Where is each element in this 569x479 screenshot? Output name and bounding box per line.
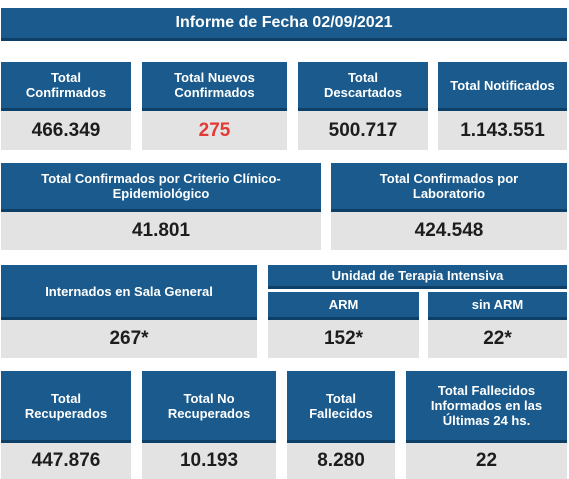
total-fallecidos-value: 8.280 — [287, 443, 395, 479]
uti-label: Unidad de Terapia Intensiva — [268, 265, 567, 289]
total-descartados-label: Total Descartados — [298, 62, 428, 111]
total-recuperados-label: Total Recuperados — [1, 371, 131, 443]
total-recuperados-value: 447.876 — [1, 443, 131, 479]
fallecidos-ultimas-24hs-value: 22 — [406, 443, 567, 479]
internados-sala-general-value: 267* — [1, 320, 257, 358]
total-no-recuperados-value: 10.193 — [142, 443, 276, 479]
sin-arm-value: 22* — [428, 320, 567, 358]
total-nuevos-confirmados-label: Total Nuevos Confirmados — [142, 62, 287, 111]
arm-label: ARM — [268, 292, 419, 320]
confirmados-laboratorio-value: 424.548 — [331, 212, 567, 250]
total-nuevos-confirmados-value: 275 — [142, 111, 287, 150]
report-title: Informe de Fecha 02/09/2021 — [1, 8, 567, 41]
confirmados-criterio-clinico-value: 41.801 — [1, 212, 321, 250]
internados-sala-general-label: Internados en Sala General — [1, 265, 257, 320]
total-notificados-label: Total Notificados — [438, 62, 567, 111]
total-notificados-value: 1.143.551 — [438, 111, 567, 150]
fallecidos-ultimas-24hs-label: Total Fallecidos Informados en las Últim… — [406, 371, 567, 443]
total-fallecidos-label: Total Fallecidos — [287, 371, 395, 443]
total-confirmados-value: 466.349 — [1, 111, 131, 150]
total-confirmados-label: Total Confirmados — [1, 62, 131, 111]
sin-arm-label: sin ARM — [428, 292, 567, 320]
confirmados-criterio-clinico-label: Total Confirmados por Criterio Clínico- … — [1, 163, 321, 212]
confirmados-laboratorio-label: Total Confirmados por Laboratorio — [331, 163, 567, 212]
total-descartados-value: 500.717 — [298, 111, 428, 150]
arm-value: 152* — [268, 320, 419, 358]
total-no-recuperados-label: Total No Recuperados — [142, 371, 276, 443]
